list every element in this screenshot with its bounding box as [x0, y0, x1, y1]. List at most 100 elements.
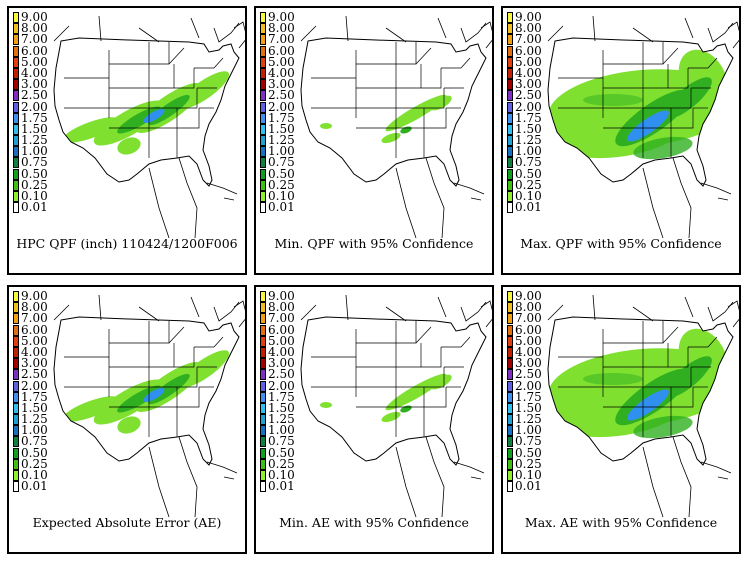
legend-label: 0.25	[268, 456, 295, 471]
color-legend: 9.00 8.00 7.00 6.00 5.00 4.00 3.00 2.50 2.00 1.75…	[12, 11, 57, 214]
legend-row: 4.00	[12, 346, 57, 358]
legend-row: 2.00	[506, 101, 551, 113]
legend-row: 4.00	[259, 67, 304, 79]
panel-caption: Expected Absolute Error (AE)	[32, 515, 222, 530]
map-panel: 9.00 8.00 7.00 6.00 5.00 4.00 3.00 2.50 2.00 1.75…	[501, 285, 741, 554]
legend-row: 0.10	[12, 189, 57, 203]
panel-caption: HPC QPF (inch) 110424/1200F006	[16, 236, 238, 251]
legend-label: 9.00	[268, 289, 295, 303]
legend-row: 8.00	[506, 301, 551, 314]
state-boundary	[643, 321, 664, 344]
legend-swatch	[507, 391, 513, 403]
legend-row: 2.50	[259, 89, 304, 102]
legend-label: 6.00	[21, 43, 48, 58]
color-legend: 9.00 8.00 7.00 6.00 5.00 4.00 3.00 2.50 2.00 1.75…	[259, 11, 304, 214]
precip-blob	[664, 77, 712, 119]
legend-label: 0.01	[268, 479, 295, 494]
legend-swatch	[260, 191, 266, 202]
legend-swatch	[260, 34, 266, 46]
legend-row: 1.50	[506, 402, 551, 414]
legend-swatch	[507, 324, 513, 336]
coastline	[233, 300, 245, 328]
legend-label: 1.50	[21, 400, 48, 415]
state-boundary	[109, 42, 150, 65]
legend-row: 0.25	[259, 179, 304, 191]
legend-row: 3.00	[506, 357, 551, 370]
coastline	[547, 15, 734, 43]
legend-swatch	[260, 470, 266, 481]
map-canvas	[53, 15, 245, 239]
legend-swatch	[13, 481, 19, 493]
state-boundary	[177, 367, 198, 388]
legend-swatch	[507, 101, 513, 113]
legend-label: 9.00	[515, 10, 542, 24]
legend-swatch	[507, 123, 513, 135]
legend-label: 1.25	[268, 412, 295, 427]
legend-label: 0.75	[515, 155, 542, 170]
legend-row: 3.00	[12, 356, 57, 371]
state-boundary	[356, 321, 397, 344]
coastline	[642, 157, 692, 239]
legend-swatch	[260, 324, 266, 336]
legend-label: 8.00	[21, 21, 48, 36]
precip-blob	[583, 373, 643, 385]
legend-label: 8.00	[268, 21, 295, 36]
legend-label: 5.00	[21, 333, 48, 348]
color-legend: 9.00 8.00 7.00 6.00 5.00 4.00 3.00 2.50 2.00 1.75…	[506, 290, 551, 493]
legend-row: 4.00	[506, 67, 551, 79]
legend-label: 0.10	[21, 189, 48, 203]
legend-label: 1.75	[268, 389, 295, 404]
state-boundary	[460, 57, 471, 69]
state-boundary	[671, 88, 692, 109]
legend-swatch	[507, 458, 513, 470]
state-boundary	[396, 343, 422, 368]
legend-row: 2.50	[12, 368, 57, 381]
state-boundary	[396, 64, 422, 89]
legend-label: 2.00	[268, 378, 295, 393]
state-boundary	[109, 343, 150, 368]
us-outline	[300, 37, 487, 187]
legend-row: 1.00	[12, 424, 57, 437]
precip-blob	[381, 411, 401, 423]
legend-swatch	[13, 335, 19, 347]
state-boundary	[415, 47, 432, 65]
legend-swatch	[260, 67, 266, 79]
legend-swatch	[13, 45, 19, 57]
legend-swatch	[507, 179, 513, 191]
legend-swatch	[507, 313, 513, 325]
legend-label: 0.10	[268, 468, 295, 482]
precip-blob	[117, 137, 141, 155]
map-panel: 9.00 8.00 7.00 6.00 5.00 4.00 3.00 2.50 2.00 1.75…	[501, 6, 741, 275]
legend-swatch	[13, 369, 19, 381]
legend-label: 0.10	[268, 189, 295, 203]
legend-row: 5.00	[12, 333, 57, 348]
legend-label: 0.50	[515, 166, 542, 181]
state-boundary	[177, 88, 198, 109]
state-boundary	[558, 329, 604, 358]
legend-row: 7.00	[12, 312, 57, 325]
legend-row: 1.50	[506, 123, 551, 135]
state-boundary	[603, 321, 644, 344]
legend-swatch	[507, 23, 513, 35]
legend-swatch	[507, 369, 513, 381]
legend-row: 7.00	[259, 312, 304, 325]
legend-row: 1.75	[506, 391, 551, 403]
legend-row: 8.00	[506, 22, 551, 35]
state-boundary	[671, 367, 692, 388]
coastline	[453, 461, 485, 480]
legend-swatch	[13, 191, 19, 202]
precip-blob	[62, 117, 120, 143]
legend-label: 1.75	[21, 389, 48, 404]
legend-row: 6.00	[12, 324, 57, 336]
legend-label: 3.00	[21, 356, 48, 371]
legend-swatch	[260, 112, 266, 124]
legend-swatch	[507, 157, 513, 169]
color-legend: 9.00 8.00 7.00 6.00 5.00 4.00 3.00 2.50 2.00 1.75…	[506, 10, 551, 214]
coastline	[727, 21, 739, 49]
map-canvas	[300, 15, 492, 239]
coastline	[700, 461, 732, 480]
legend-label: 1.00	[515, 144, 542, 159]
legend-swatch	[260, 436, 266, 448]
legend-row: 1.75	[259, 112, 304, 124]
legend-row: 0.25	[506, 179, 551, 191]
